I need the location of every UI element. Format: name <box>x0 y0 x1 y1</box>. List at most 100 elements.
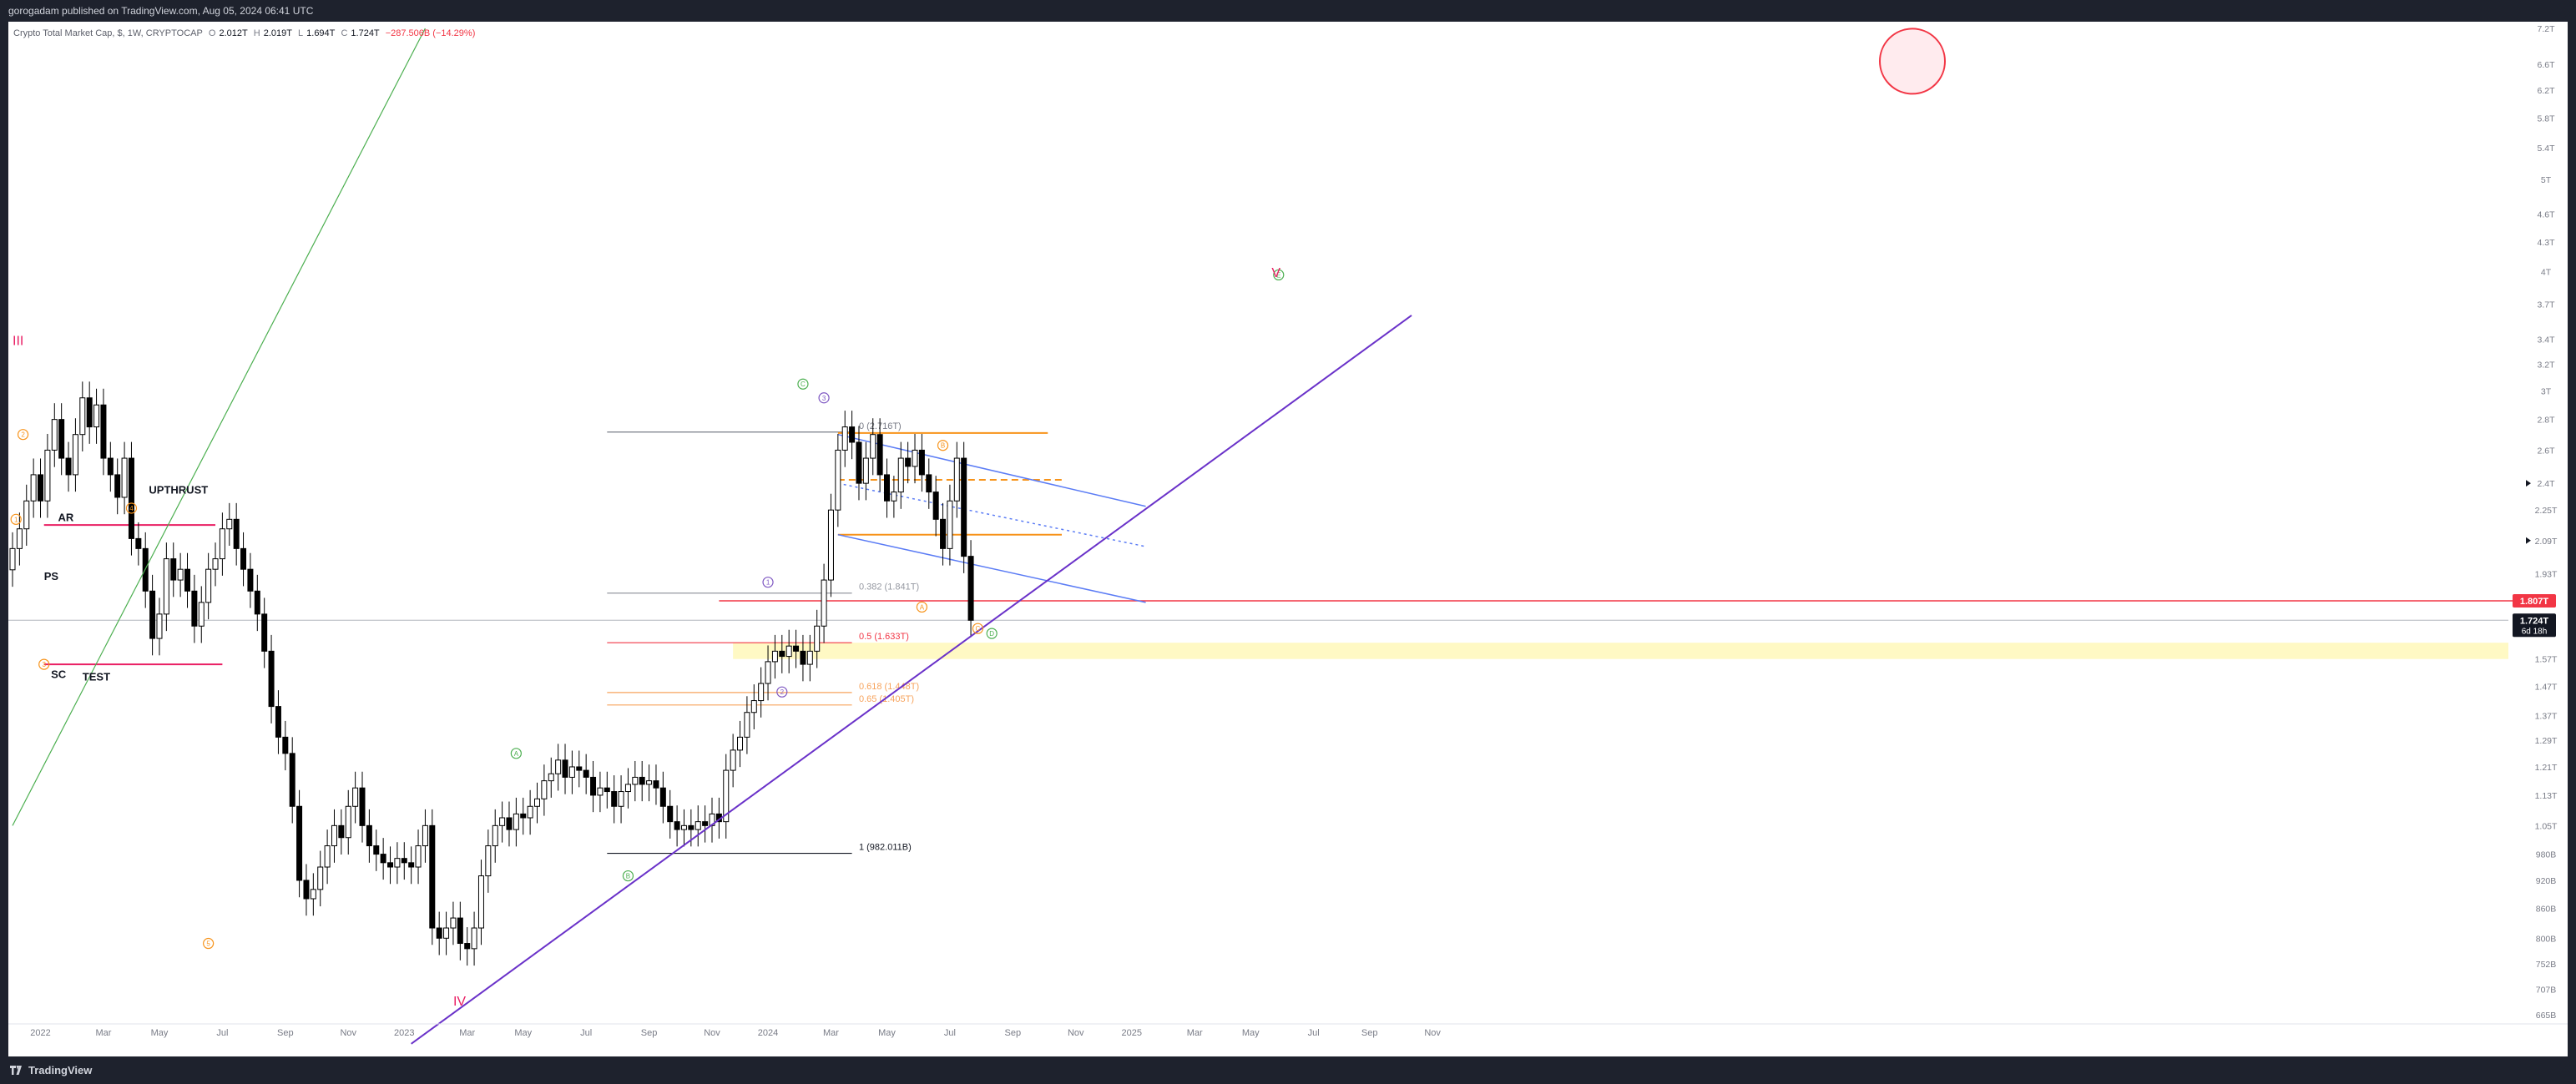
svg-text:2: 2 <box>780 688 785 696</box>
candle <box>177 552 184 597</box>
tradingview-logo-icon[interactable] <box>10 1066 25 1075</box>
candle <box>450 901 457 945</box>
candle <box>800 634 806 682</box>
open-label: O <box>208 28 216 38</box>
candle <box>212 542 219 587</box>
candle <box>408 846 415 885</box>
candle <box>527 789 533 835</box>
wave-count-marker: C <box>797 378 809 390</box>
candle <box>30 458 37 518</box>
x-tick-label: 2023 <box>394 1028 414 1038</box>
candle <box>765 645 771 701</box>
candle <box>219 512 225 576</box>
svg-text:3: 3 <box>42 661 46 668</box>
high-label: H <box>253 28 260 38</box>
candle <box>659 771 666 824</box>
candle <box>730 734 736 788</box>
svg-text:3: 3 <box>822 395 826 402</box>
candle <box>611 775 618 824</box>
wave-count-marker: B <box>937 440 949 451</box>
y-tick-label: 5.8T <box>2537 113 2555 124</box>
candle <box>506 801 513 847</box>
candle <box>415 829 422 885</box>
wave-count-marker: 3 <box>38 658 50 670</box>
candle <box>72 418 78 492</box>
x-tick-label: Jul <box>1308 1028 1320 1038</box>
y-tick-label: 1.37T <box>2535 711 2558 721</box>
x-tick-label: Nov <box>340 1028 356 1038</box>
level-label: 0.618 (1.448T) <box>859 682 919 692</box>
chart-panel[interactable]: 0 (2.716T) 0.382 (1.841T) 0.5 (1.633T) 0.61… <box>8 22 2568 1056</box>
candle <box>841 411 848 467</box>
candle <box>366 809 372 863</box>
close-value: 1.724T <box>351 28 380 38</box>
candle <box>331 809 337 863</box>
candle <box>653 764 659 805</box>
candle <box>191 574 198 643</box>
candle <box>352 771 359 824</box>
y-tick-label: 1.21T <box>2535 763 2558 773</box>
candle <box>940 502 947 566</box>
svg-text:D: D <box>989 630 994 638</box>
x-tick-label: Sep <box>1005 1028 1022 1038</box>
y-tick-label: 800B <box>2536 934 2557 944</box>
y-tick-label: 707B <box>2536 986 2557 996</box>
candle <box>324 829 331 885</box>
channel-upper-line <box>837 433 1146 507</box>
candle <box>632 760 639 802</box>
x-tick-label: May <box>878 1028 896 1038</box>
svg-text:A: A <box>920 603 925 611</box>
wave-count-marker: 2 <box>776 686 788 698</box>
support-trendline <box>411 315 1412 1045</box>
candle <box>548 757 554 798</box>
candle <box>583 754 589 794</box>
annotation-label: AR <box>58 512 73 524</box>
y-tick-label: 4.3T <box>2537 238 2555 248</box>
candle <box>695 805 701 847</box>
x-tick-label: Mar <box>1187 1028 1203 1038</box>
candle <box>513 797 519 847</box>
y-tick-label: 2.4T <box>2537 479 2555 489</box>
candle <box>394 842 401 885</box>
candle <box>932 476 939 537</box>
candle <box>862 441 869 501</box>
y-tick-label: 1.05T <box>2535 821 2558 831</box>
x-tick-label: Mar <box>823 1028 839 1038</box>
footer-bar: TradingView <box>0 1056 2576 1084</box>
candle <box>870 418 876 476</box>
annotation-label: TEST <box>83 671 110 683</box>
x-tick-label: Jul <box>580 1028 592 1038</box>
svg-text:B: B <box>941 442 945 450</box>
candle <box>303 864 310 916</box>
candle <box>86 381 93 444</box>
candle <box>23 484 30 546</box>
y-tick-label: 2.8T <box>2537 416 2555 426</box>
x-tick-label: Jul <box>944 1028 956 1038</box>
svg-text:C: C <box>976 625 981 633</box>
price-tag <box>2513 613 2556 638</box>
header-bar: gorogadam published on TradingView.com, … <box>0 0 2576 22</box>
candle <box>758 667 765 718</box>
annotation-label: III <box>13 335 23 349</box>
x-tick-label: Sep <box>641 1028 658 1038</box>
x-tick-label: Sep <box>1361 1028 1378 1038</box>
candle <box>401 842 407 880</box>
wave-count-marker: 3 <box>818 392 830 404</box>
chart-canvas[interactable]: 0 (2.716T)0.382 (1.841T)0.5 (1.633T)0.61… <box>8 22 2568 1056</box>
candle <box>338 809 345 855</box>
y-tick-label: 4.6T <box>2537 209 2555 219</box>
tradingview-logo-text[interactable]: TradingView <box>28 1064 93 1076</box>
candle <box>51 403 58 467</box>
candle <box>436 911 442 955</box>
symbol-title[interactable]: Crypto Total Market Cap, $, 1W, CRYPTOCA… <box>13 28 203 38</box>
y-tick-label: 1.47T <box>2535 682 2558 692</box>
candle <box>590 760 597 813</box>
y-tick-label: 860B <box>2536 904 2557 914</box>
y-tick-label: 980B <box>2536 850 2557 860</box>
price-tag-label: 1.807T <box>2520 597 2549 607</box>
publish-info: gorogadam published on TradingView.com, … <box>8 5 314 17</box>
y-tick-label: 920B <box>2536 876 2557 886</box>
candle <box>44 433 51 518</box>
x-tick-label: Nov <box>1068 1028 1084 1038</box>
candle <box>254 574 260 632</box>
